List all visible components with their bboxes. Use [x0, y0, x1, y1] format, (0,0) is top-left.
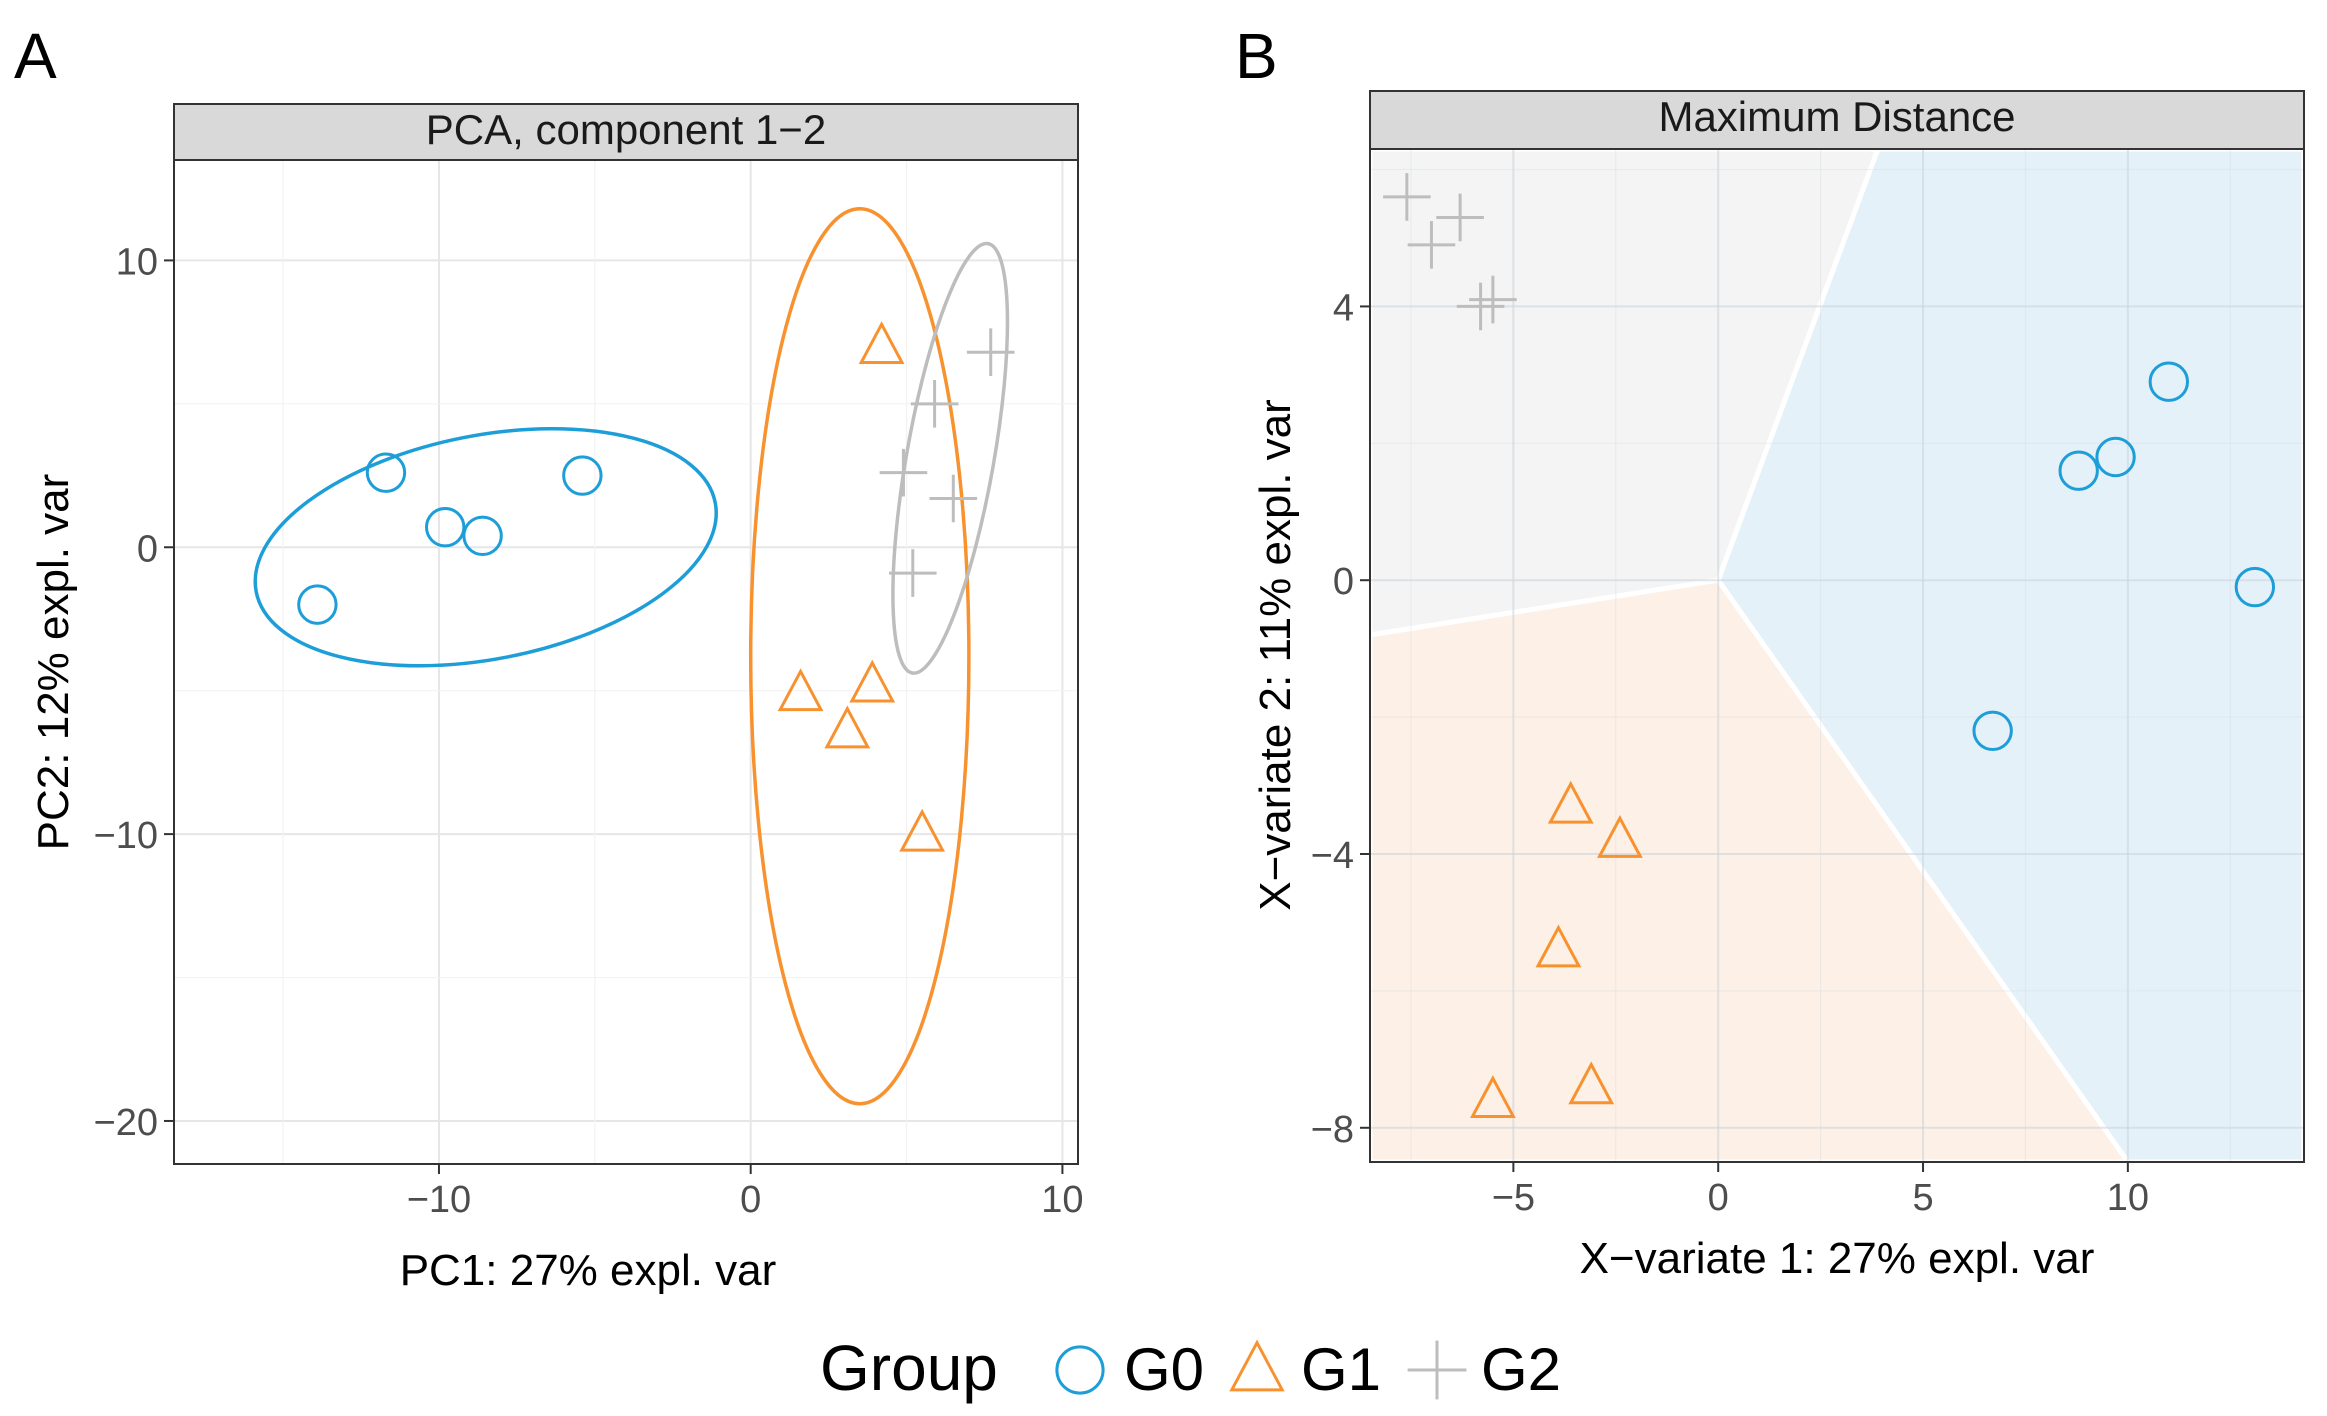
point-g0: [365, 452, 407, 493]
panel-a-title: PCA, component 1−2: [426, 106, 826, 153]
legend-label: G1: [1301, 1336, 1381, 1403]
panel-a-points: [297, 321, 1015, 852]
panel-b-regions: [1370, 149, 2304, 1162]
point-g1: [1547, 780, 1594, 824]
point-g2: [1436, 193, 1484, 242]
point-g2: [1456, 282, 1505, 331]
legend: Group G0 G1 G2: [820, 1332, 1561, 1404]
point-g1: [899, 808, 946, 852]
y-tick-label: −8: [1311, 1109, 1354, 1151]
y-tick-label: 0: [137, 528, 158, 570]
panel-b-grid: [1370, 149, 2304, 1162]
legend-items: G0 G1 G2: [1055, 1336, 1561, 1403]
panel-b-title: Maximum Distance: [1658, 93, 2015, 140]
panel-a-x-axis-label: PC1: 27% expl. var: [400, 1246, 777, 1295]
point-g0: [2058, 450, 2099, 491]
panel-b-plot-border: [1369, 148, 2305, 1163]
legend-label: G2: [1481, 1336, 1561, 1403]
point-g2: [888, 549, 937, 597]
point-g2: [910, 380, 959, 428]
legend-item-g1: G1: [1229, 1336, 1381, 1403]
point-g2: [1383, 173, 1431, 221]
point-g0: [1972, 710, 2013, 751]
confidence-ellipse-g0: [253, 426, 718, 668]
legend-label: G0: [1124, 1336, 1204, 1403]
panel-b-ticks: −5 0 5 10 4 0 −4 −8: [1311, 287, 2149, 1219]
legend-title: Group: [820, 1332, 998, 1404]
x-tick-label: 10: [2107, 1177, 2149, 1219]
y-tick-label: −10: [94, 815, 158, 857]
y-tick-label: 4: [1333, 287, 1354, 329]
point-g2: [966, 328, 1015, 376]
point-g1: [1596, 814, 1643, 858]
y-tick-label: −20: [94, 1102, 158, 1144]
y-tick-label: 0: [1333, 561, 1354, 603]
x-tick-label: 0: [740, 1179, 761, 1221]
panel-a: A PCA, component 1−2 −10 0 10 10 0 −10 −20 PC1…: [14, 20, 1084, 1295]
legend-marker-g2: [1407, 1340, 1467, 1400]
x-tick-label: 5: [1912, 1177, 1933, 1219]
point-g2: [1469, 275, 1517, 324]
x-tick-label: 0: [1708, 1177, 1729, 1219]
legend-item-g2: G2: [1407, 1336, 1561, 1403]
point-g0: [2234, 566, 2276, 608]
point-g0: [2148, 361, 2190, 402]
y-tick-label: 10: [116, 241, 158, 283]
panel-a-grid: [174, 160, 1078, 1164]
panel-a-letter: A: [14, 20, 57, 92]
panel-b-x-axis-label: X−variate 1: 27% expl. var: [1580, 1234, 2095, 1283]
point-g1: [849, 659, 896, 703]
confidence-ellipse-g1: [748, 207, 971, 1106]
point-g2: [1407, 221, 1456, 269]
point-g1: [824, 705, 871, 749]
decision-region-g0: [1715, 149, 2304, 1162]
point-g0: [462, 515, 503, 556]
panel-a-title-strip: [173, 103, 1079, 161]
point-g2: [879, 448, 928, 497]
panel-a-y-axis-label: PC2: 12% expl. var: [29, 474, 78, 851]
point-g1: [1568, 1061, 1615, 1105]
panel-b-points: [1383, 173, 2276, 1118]
y-tick-label: −4: [1311, 835, 1354, 877]
panel-a-ellipses: [253, 207, 1010, 1106]
x-tick-label: −10: [407, 1179, 471, 1221]
point-g0: [562, 455, 603, 496]
panel-a-plot-border: [173, 159, 1079, 1165]
point-g0: [2095, 436, 2136, 478]
x-tick-label: −5: [1492, 1177, 1535, 1219]
point-g1: [777, 668, 824, 712]
point-g0: [297, 584, 338, 625]
legend-item-g0: G0: [1055, 1336, 1204, 1403]
confidence-ellipse-g2: [891, 241, 1010, 675]
panel-b-y-axis-label: X−variate 2: 11% expl. var: [1251, 399, 1300, 911]
panel-b-letter: B: [1235, 20, 1278, 92]
decision-region-g1: [1370, 577, 2131, 1162]
point-g2: [929, 474, 978, 523]
panel-b: B Maximum Distance −5 0 5 10 4 0 −4 −8 X−variat…: [1235, 20, 2305, 1283]
point-g1: [858, 321, 905, 365]
legend-marker-g1: [1229, 1339, 1285, 1392]
point-g1: [1535, 924, 1582, 968]
point-g0: [425, 506, 466, 548]
x-tick-label: 10: [1041, 1179, 1083, 1221]
point-g1: [1469, 1075, 1516, 1118]
panel-a-plot-background: [174, 160, 1078, 1164]
legend-marker-g0: [1055, 1345, 1105, 1395]
panel-a-ticks: −10 0 10 10 0 −10 −20: [94, 241, 1084, 1221]
